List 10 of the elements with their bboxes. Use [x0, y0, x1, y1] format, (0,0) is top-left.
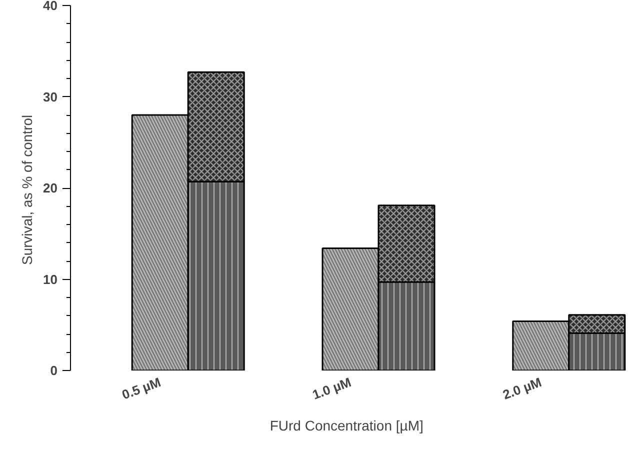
- x-axis-title: FUrd Concentration [µM]: [270, 417, 424, 434]
- y-axis-title: Survival, as % of control: [19, 114, 36, 266]
- x-tick-label: 2.0 µM: [500, 374, 544, 402]
- y-tick-label: 0: [50, 363, 58, 378]
- y-tick-label: 40: [43, 0, 58, 13]
- y-tick-label: 20: [43, 180, 58, 196]
- x-tick-label: 1.0 µM: [310, 374, 354, 402]
- y-tick-label: 30: [43, 89, 58, 104]
- x-tick-label: 0.5 µM: [120, 374, 163, 402]
- y-tick-label: 10: [43, 272, 58, 287]
